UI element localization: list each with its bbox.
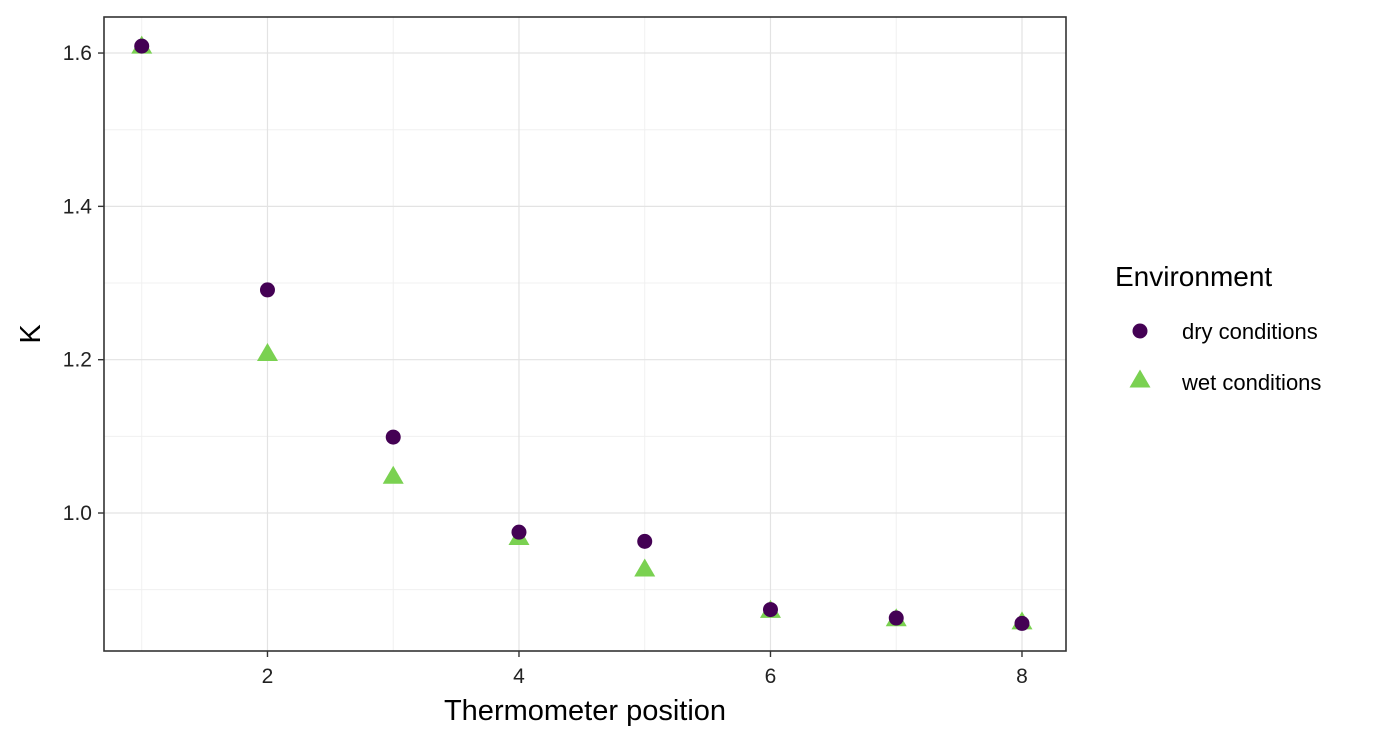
y-tick-label: 1.4 [63,195,93,218]
x-tick-label: 6 [765,665,777,688]
plot-panel-border [103,16,1067,652]
wet-point [634,558,656,577]
x-tick-label: 8 [1016,665,1028,688]
x-tick-label: 4 [513,665,525,688]
wet-point [256,343,278,362]
dry-point [1014,615,1030,631]
plot-background [104,17,1066,651]
wet-point [382,465,404,484]
dry-point [259,282,275,298]
dry-point [762,602,778,618]
dry-point [888,610,904,626]
legend-label: wet conditions [1181,370,1321,395]
data-points [131,35,1033,631]
x-tick-label: 2 [262,665,274,688]
y-axis-title: K [15,324,47,344]
y-tick-label: 1.2 [63,349,92,372]
dry-point [385,429,401,445]
legend-label: dry conditions [1182,319,1318,344]
y-tick-label: 1.6 [63,42,92,65]
dry-point [134,38,150,54]
legend-key-triangle [1129,369,1151,388]
legend-key-circle [1132,323,1148,339]
y-tick-label: 1.0 [63,502,92,525]
grid [104,17,1066,651]
y-axis: 1.0 1.2 1.4 1.6 [63,42,104,525]
dry-point [637,533,653,549]
dry-point [511,524,527,540]
legend: Environment dry conditions wet conditions [1115,261,1321,395]
x-axis-title: Thermometer position [444,695,726,727]
x-axis: 2 4 6 8 [262,651,1028,688]
legend-title: Environment [1115,261,1272,292]
